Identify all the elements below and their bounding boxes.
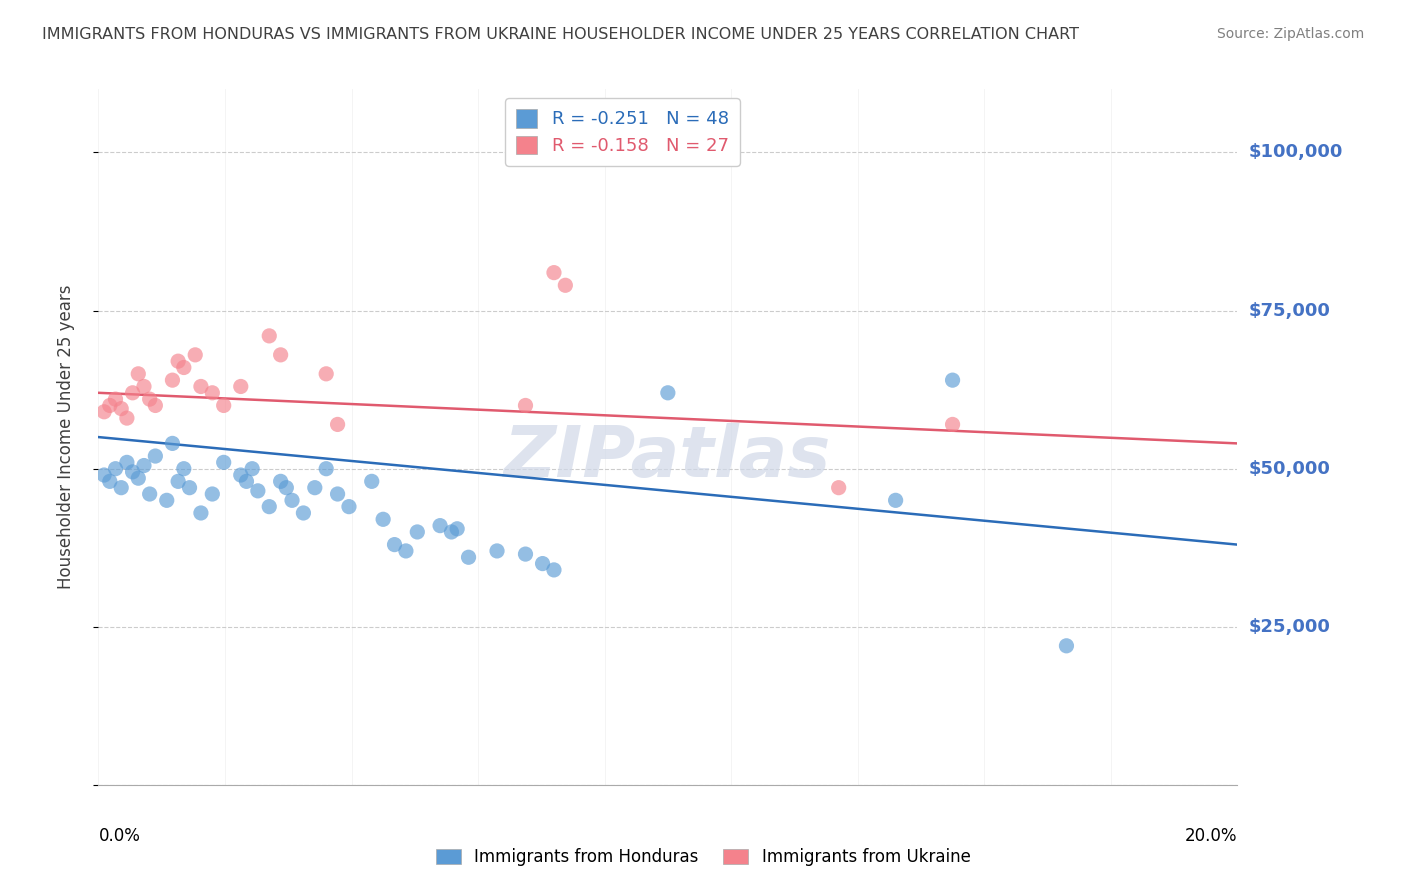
- Point: [173, 461, 195, 475]
- Point: [110, 481, 132, 495]
- Point: [304, 481, 326, 495]
- Point: [515, 399, 537, 413]
- Point: [270, 475, 292, 489]
- Point: [515, 547, 537, 561]
- Point: [395, 544, 418, 558]
- Point: [201, 385, 224, 400]
- Point: [138, 487, 160, 501]
- Point: [121, 465, 143, 479]
- Point: [457, 550, 479, 565]
- Text: 0.0%: 0.0%: [98, 827, 141, 845]
- Text: 20.0%: 20.0%: [1185, 827, 1237, 845]
- Point: [179, 481, 201, 495]
- Point: [543, 266, 565, 280]
- Point: [167, 354, 190, 368]
- Point: [942, 417, 965, 432]
- Point: [93, 468, 115, 483]
- Text: $100,000: $100,000: [1249, 144, 1343, 161]
- Point: [942, 373, 965, 387]
- Point: [145, 399, 167, 413]
- Point: [235, 475, 257, 489]
- Point: [162, 373, 184, 387]
- Point: [326, 487, 349, 501]
- Text: Source: ZipAtlas.com: Source: ZipAtlas.com: [1216, 27, 1364, 41]
- Text: IMMIGRANTS FROM HONDURAS VS IMMIGRANTS FROM UKRAINE HOUSEHOLDER INCOME UNDER 25 : IMMIGRANTS FROM HONDURAS VS IMMIGRANTS F…: [42, 27, 1080, 42]
- Text: $75,000: $75,000: [1249, 301, 1330, 319]
- Point: [229, 379, 252, 393]
- Point: [98, 475, 121, 489]
- Text: $50,000: $50,000: [1249, 459, 1330, 478]
- Legend: R = -0.251   N = 48, R = -0.158   N = 27: R = -0.251 N = 48, R = -0.158 N = 27: [505, 98, 740, 166]
- Point: [212, 455, 235, 469]
- Point: [360, 475, 382, 489]
- Point: [315, 367, 337, 381]
- Point: [315, 461, 337, 475]
- Point: [337, 500, 360, 514]
- Point: [384, 538, 406, 552]
- Point: [132, 458, 155, 473]
- Point: [657, 385, 679, 400]
- Point: [93, 405, 115, 419]
- Point: [326, 417, 349, 432]
- Point: [167, 475, 190, 489]
- Point: [270, 348, 292, 362]
- Point: [406, 524, 429, 539]
- Point: [115, 455, 138, 469]
- Point: [259, 500, 281, 514]
- Point: [212, 399, 235, 413]
- Point: [373, 512, 395, 526]
- Point: [259, 329, 281, 343]
- Point: [446, 522, 468, 536]
- Point: [190, 506, 212, 520]
- Point: [104, 461, 127, 475]
- Point: [184, 348, 207, 362]
- Point: [132, 379, 155, 393]
- Point: [110, 401, 132, 416]
- Point: [884, 493, 907, 508]
- Point: [145, 449, 167, 463]
- Point: [156, 493, 179, 508]
- Point: [162, 436, 184, 450]
- Point: [127, 471, 149, 485]
- Point: [531, 557, 554, 571]
- Point: [440, 524, 463, 539]
- Point: [115, 411, 138, 425]
- Point: [201, 487, 224, 501]
- Point: [429, 518, 451, 533]
- Point: [554, 278, 576, 293]
- Point: [292, 506, 315, 520]
- Text: ZIPatlas: ZIPatlas: [505, 424, 831, 492]
- Point: [240, 461, 263, 475]
- Point: [1056, 639, 1078, 653]
- Point: [104, 392, 127, 406]
- Point: [138, 392, 160, 406]
- Point: [486, 544, 509, 558]
- Point: [281, 493, 304, 508]
- Point: [127, 367, 149, 381]
- Point: [828, 481, 851, 495]
- Point: [98, 399, 121, 413]
- Point: [190, 379, 212, 393]
- Point: [543, 563, 565, 577]
- Point: [121, 385, 143, 400]
- Text: $25,000: $25,000: [1249, 618, 1330, 636]
- Point: [173, 360, 195, 375]
- Point: [246, 483, 269, 498]
- Point: [229, 468, 252, 483]
- Y-axis label: Householder Income Under 25 years: Householder Income Under 25 years: [56, 285, 75, 590]
- Point: [276, 481, 298, 495]
- Legend: Immigrants from Honduras, Immigrants from Ukraine: Immigrants from Honduras, Immigrants fro…: [427, 840, 979, 875]
